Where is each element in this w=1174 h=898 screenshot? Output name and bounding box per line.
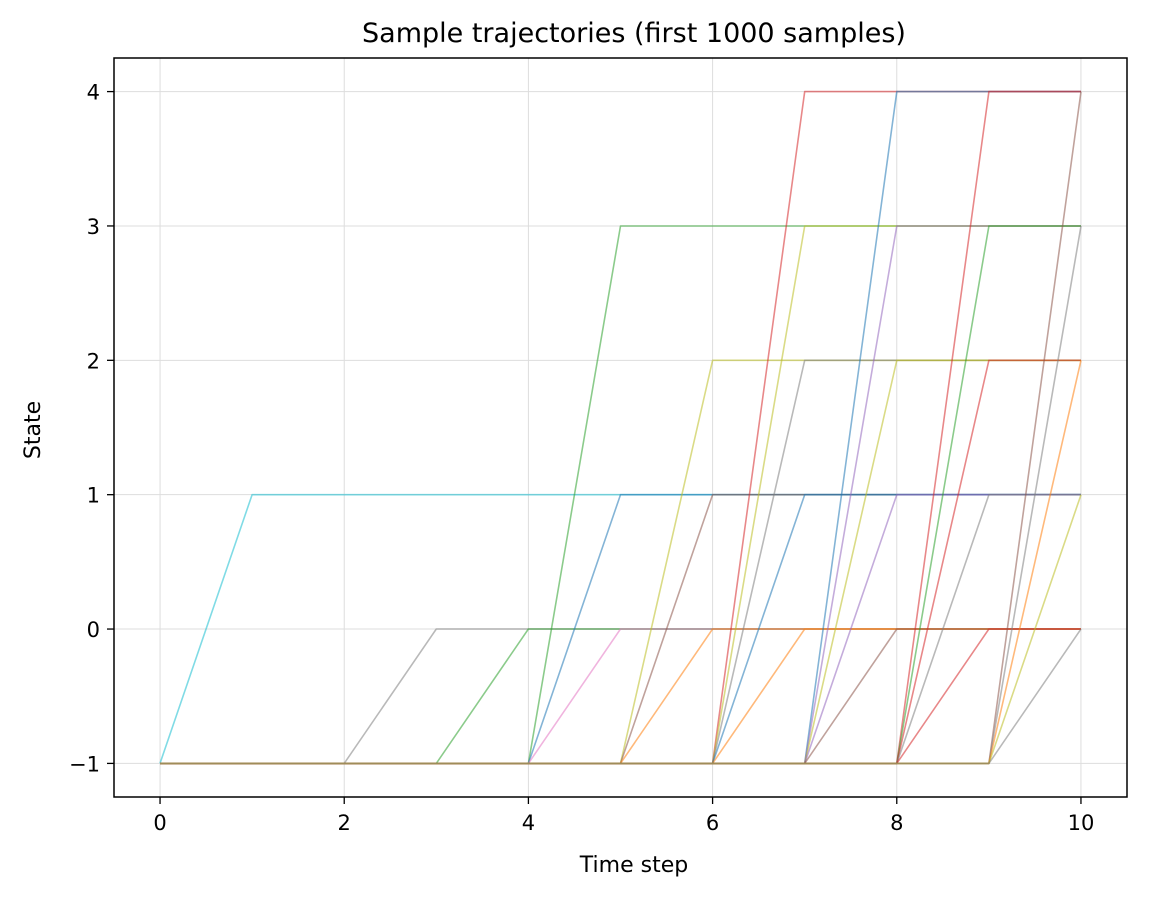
- y-tick-label: 3: [87, 215, 100, 239]
- plot-frame: [113, 57, 1128, 798]
- x-tick-label: 2: [338, 811, 351, 835]
- x-tick-label: 6: [706, 811, 719, 835]
- y-axis-label: State: [21, 401, 46, 459]
- x-tick-label: 8: [890, 811, 903, 835]
- x-tick-label: 0: [153, 811, 166, 835]
- series-line-28: [160, 628, 1082, 765]
- y-tick-label: −1: [69, 752, 100, 776]
- x-axis-ticks: 0 2 4 6 8 10: [153, 797, 1094, 835]
- y-tick-label: 1: [87, 484, 100, 508]
- y-axis-ticks: −1 0 1 2 3 4: [69, 81, 114, 776]
- y-tick-label: 2: [87, 349, 100, 373]
- chart-title: Sample trajectories (first 1000 samples): [362, 18, 906, 49]
- y-tick-label: 0: [87, 618, 100, 642]
- x-tick-label: 4: [522, 811, 535, 835]
- series-lines: [159, 90, 1082, 765]
- x-axis-label: Time step: [579, 853, 688, 878]
- x-tick-label: 10: [1068, 811, 1095, 835]
- y-tick-label: 4: [87, 81, 100, 105]
